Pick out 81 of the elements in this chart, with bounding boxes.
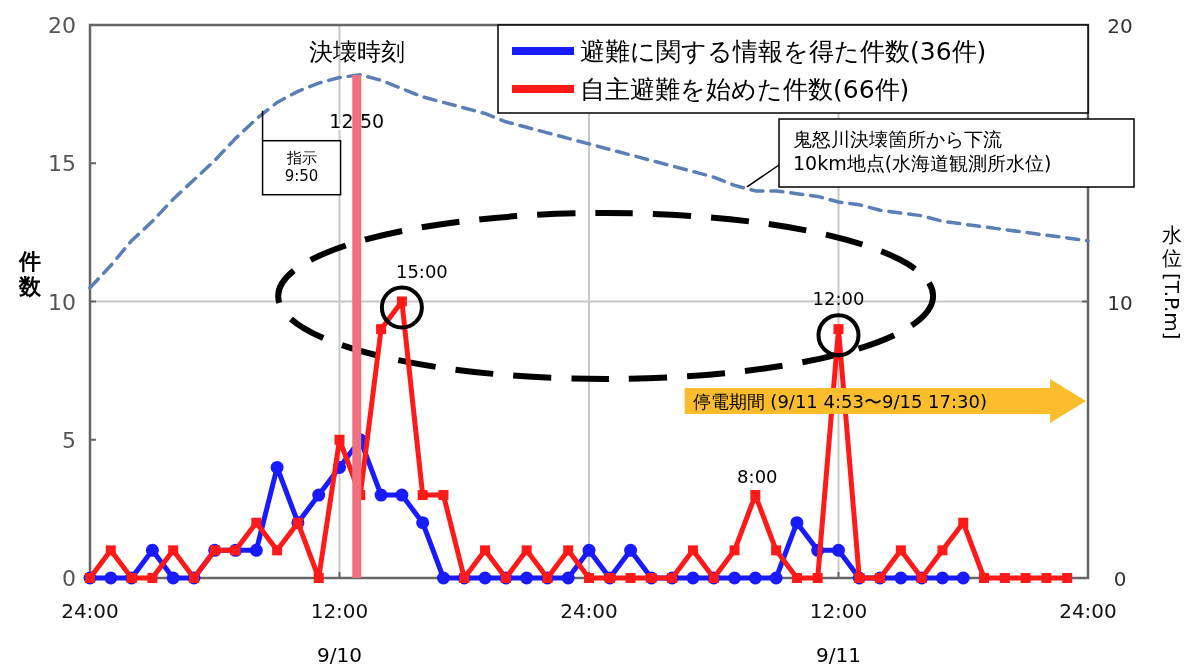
point — [750, 490, 761, 501]
y2-tick-label: 10 — [1107, 290, 1133, 315]
point — [1062, 573, 1073, 583]
point — [769, 571, 783, 585]
point — [979, 573, 990, 583]
point — [748, 571, 762, 585]
point — [894, 571, 908, 585]
point — [480, 545, 491, 556]
y2-tick-label: 0 — [1113, 567, 1127, 591]
y-tick-label: 15 — [48, 151, 76, 177]
point — [416, 516, 430, 530]
annotation: 決壊時刻 — [308, 38, 405, 66]
x-tick-label: 24:00 — [61, 599, 119, 623]
series-label: 鬼怒川決壊箇所から下流 10km地点(水海道観測所水位) — [793, 128, 1052, 174]
point — [105, 545, 116, 556]
y-tick-label: 10 — [48, 289, 76, 315]
y-tick-label: 0 — [62, 566, 76, 591]
point — [147, 573, 158, 583]
text: 9/10 — [317, 643, 362, 667]
annotation: 指示 9:50 — [284, 148, 319, 186]
point — [832, 543, 845, 557]
point — [729, 545, 740, 556]
x-tick-label: 12:00 — [809, 599, 868, 623]
point — [624, 543, 638, 557]
point — [728, 571, 742, 585]
point — [563, 545, 574, 556]
point — [521, 545, 532, 556]
point — [895, 545, 906, 556]
point — [436, 571, 450, 585]
legend-label: 避難に関する情報を得た件数(36件) — [580, 37, 987, 66]
point — [104, 571, 118, 585]
point — [935, 571, 949, 585]
point — [374, 488, 388, 502]
point — [168, 545, 179, 556]
point — [166, 571, 180, 585]
point — [790, 516, 804, 530]
annotation: 停電期間 (9/11 4:53〜9/15 17:30) — [692, 391, 987, 413]
point — [313, 573, 324, 583]
y-tick-label: 5 — [62, 427, 76, 453]
point — [1020, 573, 1031, 583]
point — [937, 545, 948, 556]
y-axis-title: 件数 — [18, 248, 42, 299]
point — [272, 545, 283, 556]
point — [956, 571, 970, 585]
point — [833, 324, 844, 335]
y2-tick-label: 20 — [1107, 14, 1133, 38]
point — [396, 296, 407, 307]
point — [791, 573, 802, 583]
annotation: 8:00 — [737, 466, 778, 488]
point — [249, 543, 263, 557]
point — [478, 571, 492, 585]
annotation: 15:00 — [395, 260, 448, 282]
point — [686, 571, 700, 585]
point — [582, 543, 596, 557]
x-tick-label: 24:00 — [1059, 599, 1117, 623]
point — [334, 434, 345, 445]
point — [625, 573, 636, 583]
point — [1041, 573, 1052, 583]
point — [584, 573, 594, 583]
x-tick-label: 24:00 — [560, 599, 618, 623]
point — [270, 460, 284, 474]
point — [999, 573, 1010, 583]
point — [687, 545, 698, 556]
point — [376, 324, 387, 335]
point — [145, 543, 159, 557]
point — [312, 488, 326, 502]
point — [438, 490, 449, 501]
point — [395, 488, 409, 502]
point — [812, 573, 823, 583]
x-tick-label: 12:00 — [310, 599, 369, 623]
y2-axis-title: 水位[T.P.m] — [1160, 223, 1184, 340]
point — [958, 517, 969, 528]
annotation: 12:00 — [812, 288, 865, 310]
text: 9/11 — [816, 643, 861, 667]
point — [561, 571, 575, 585]
point — [520, 571, 534, 585]
legend-label: 自主避難を始めた件数(66件) — [580, 75, 910, 104]
point — [251, 517, 262, 528]
point — [417, 490, 428, 501]
y-tick-label: 20 — [48, 13, 76, 38]
point — [771, 545, 782, 556]
